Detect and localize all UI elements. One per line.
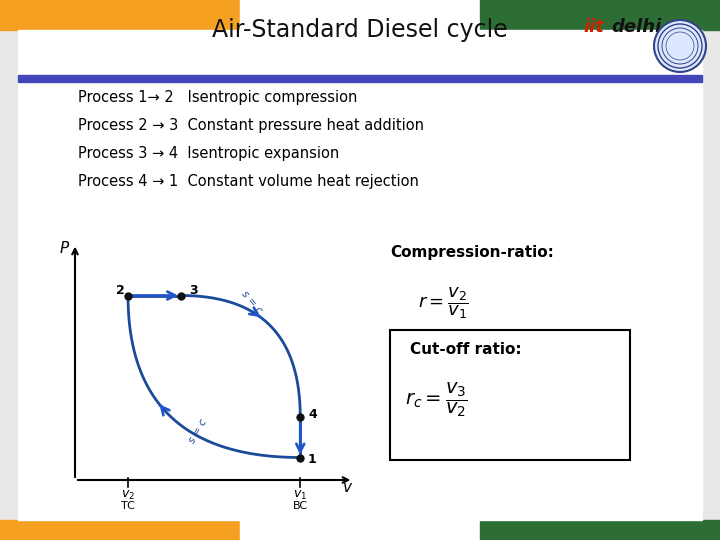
Text: 2: 2 [116,284,125,297]
Bar [480,520,720,540]
Text: Process 1→ 2   Isentropic compression: Process 1→ 2 Isentropic compression [78,90,357,105]
Text: Process 3 → 4  Isentropic expansion: Process 3 → 4 Isentropic expansion [78,146,339,161]
Bar [480,0,720,30]
Text: Process 2 → 3  Constant pressure heat addition: Process 2 → 3 Constant pressure heat add… [78,118,424,133]
Text: $r_c = \dfrac{v_3}{v_2}$: $r_c = \dfrac{v_3}{v_2}$ [405,380,468,418]
Text: $P$: $P$ [60,240,71,256]
Text: $v$: $v$ [342,481,354,496]
Text: 4: 4 [308,408,317,422]
Text: iit: iit [583,18,604,36]
Circle shape [654,20,706,72]
Text: delhi: delhi [611,18,661,36]
Text: Air-Standard Diesel cycle: Air-Standard Diesel cycle [212,18,508,42]
Bar [18,75,702,82]
Text: 3: 3 [189,284,197,297]
Text: s = c: s = c [186,417,209,446]
Text: Compression-ratio:: Compression-ratio: [390,245,554,260]
Text: Cut-off ratio:: Cut-off ratio: [410,342,521,357]
Bar [390,330,630,460]
Text: $v_2$: $v_2$ [121,489,135,502]
Text: BC: BC [293,501,308,511]
Text: Process 4 → 1  Constant volume heat rejection: Process 4 → 1 Constant volume heat rejec… [78,174,419,189]
Bar [240,0,480,30]
Bar [0,520,240,540]
Bar [0,0,240,30]
Text: 1: 1 [307,453,316,466]
Text: $v_1$: $v_1$ [293,489,307,502]
Bar [240,520,480,540]
Text: TC: TC [121,501,135,511]
Text: $r = \dfrac{v_2}{v_1}$: $r = \dfrac{v_2}{v_1}$ [418,285,469,321]
Text: s = c: s = c [240,289,264,316]
